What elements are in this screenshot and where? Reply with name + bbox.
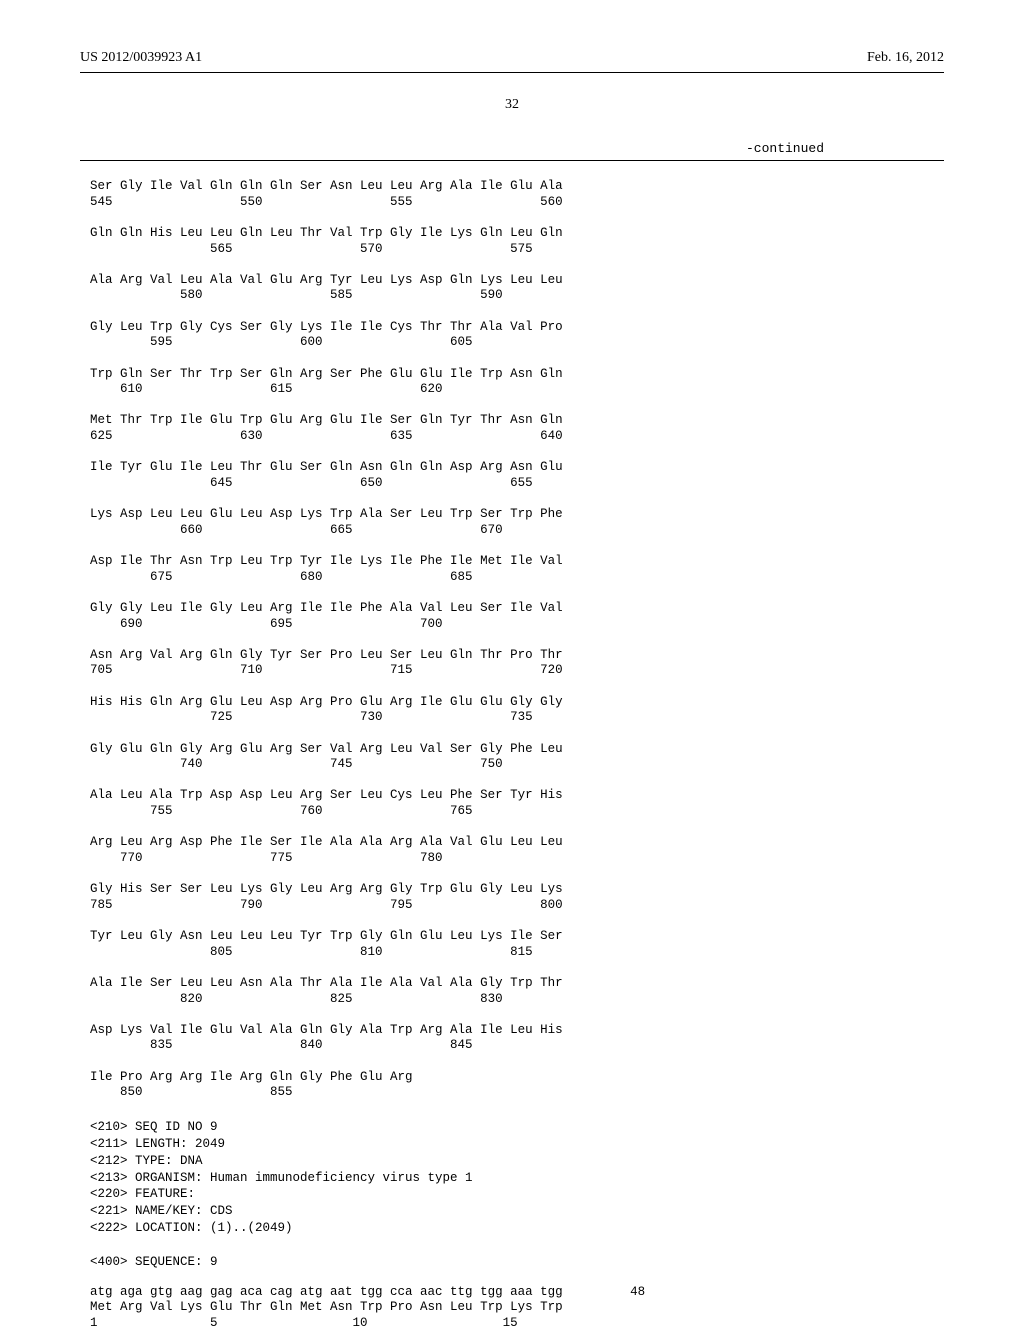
page: US 2012/0039923 A1 Feb. 16, 2012 32 -con… xyxy=(0,0,1024,1320)
header-rule xyxy=(80,72,944,73)
page-header: US 2012/0039923 A1 Feb. 16, 2012 xyxy=(80,50,944,66)
continued-label: -continued xyxy=(80,141,944,156)
sequence-metadata: <210> SEQ ID NO 9 <211> LENGTH: 2049 <21… xyxy=(90,1119,944,1271)
doc-date: Feb. 16, 2012 xyxy=(867,50,944,66)
doc-number: US 2012/0039923 A1 xyxy=(80,50,202,66)
dna-sequence-row: atg aga gtg aag gag aca cag atg aat tgg … xyxy=(90,1285,944,1332)
section-rule xyxy=(80,160,944,161)
sequence-listing: Ser Gly Ile Val Gln Gln Gln Ser Asn Leu … xyxy=(90,179,944,1101)
page-number: 32 xyxy=(80,97,944,113)
